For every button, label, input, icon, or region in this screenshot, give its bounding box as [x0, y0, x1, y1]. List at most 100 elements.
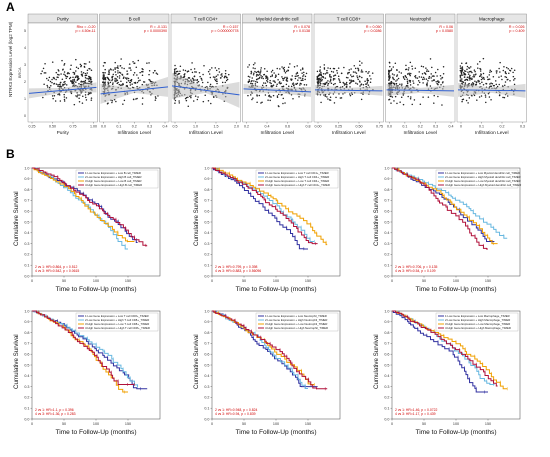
scatter-point: [57, 76, 59, 79]
x-axis-label: Time to Follow-Up (months): [415, 429, 496, 436]
scatter-point: [130, 80, 133, 82]
scatter-point: [495, 83, 498, 86]
scatter-point: [121, 73, 123, 76]
scatter-point: [250, 72, 252, 75]
scatter-point: [434, 71, 437, 74]
scatter-point: [73, 80, 75, 82]
scatter-point: [63, 73, 65, 75]
scatter-point: [485, 101, 487, 104]
scatter-point: [129, 81, 132, 84]
scatter-point: [389, 95, 392, 98]
scatter-point: [320, 71, 322, 74]
scatter-point: [193, 75, 196, 77]
scatter-point: [353, 64, 356, 67]
scatter-point: [191, 62, 193, 64]
stat-label: R = 0.078: [294, 25, 310, 29]
scatter-point: [120, 80, 122, 82]
scatter-point: [65, 97, 68, 99]
x-tick-label: 0.3: [520, 125, 525, 129]
scatter-point: [495, 70, 498, 72]
scatter-point: [316, 81, 319, 84]
scatter-point: [279, 68, 281, 70]
scatter-point: [87, 78, 90, 80]
y-tick-label: 0.3: [204, 242, 209, 246]
scatter-point: [316, 76, 319, 78]
scatter-point: [395, 80, 397, 82]
km-plot-1: 0.0 0.1 0.2 0.3 0.4 0.5 0.6 0.7 0.8 0.9 1.0 0 50 100 1…: [13, 166, 161, 293]
x-tick-label: 0: [211, 279, 213, 283]
x-tick-label: 50: [62, 279, 66, 283]
x-axis-label: Purity: [57, 130, 70, 136]
scatter-point: [332, 77, 335, 80]
scatter-point: [194, 95, 197, 97]
scatter-point: [431, 75, 434, 77]
scatter-point: [282, 79, 285, 81]
scatter-point: [63, 100, 66, 102]
scatter-point: [358, 60, 361, 62]
scatter-point: [149, 80, 152, 83]
scatter-point: [442, 72, 445, 75]
scatter-point: [126, 85, 129, 88]
scatter-point: [422, 76, 425, 79]
scatter-point: [437, 95, 439, 98]
scatter-point: [459, 79, 462, 81]
scatter-point: [114, 77, 116, 80]
scatter-point: [430, 77, 432, 79]
scatter-point: [484, 94, 487, 96]
scatter-point: [506, 79, 508, 81]
scatter-point: [106, 76, 108, 79]
scatter-point: [392, 82, 395, 84]
scatter-point: [360, 83, 362, 86]
scatter-point: [263, 73, 266, 76]
scatter-point: [368, 71, 370, 73]
scatter-point: [111, 100, 114, 102]
scatter-point: [65, 77, 67, 79]
scatter-point: [471, 94, 473, 97]
scatter-point: [326, 72, 329, 74]
scatter-point: [354, 67, 357, 70]
scatter-point: [102, 82, 105, 84]
scatter-point: [390, 80, 393, 83]
scatter-point: [185, 99, 188, 102]
scatter-point: [480, 73, 482, 75]
scatter-point: [63, 96, 66, 98]
scatter-point: [258, 94, 261, 97]
scatter-point: [426, 70, 428, 73]
scatter-point: [412, 80, 414, 82]
scatter-point: [194, 71, 196, 73]
y-tick-label: 0.4: [204, 374, 209, 378]
scatter-point: [286, 80, 289, 82]
scatter-point: [437, 83, 439, 86]
scatter-point: [202, 73, 204, 76]
y-tick-label: 0.1: [384, 407, 389, 411]
scatter-point: [345, 83, 347, 85]
scatter-point: [114, 71, 117, 73]
scatter-point: [343, 84, 346, 86]
x-tick-label: 0.00: [315, 125, 322, 129]
scatter-point: [70, 80, 72, 82]
x-tick-label: 0.8: [306, 125, 311, 129]
scatter-point: [72, 81, 75, 84]
x-axis-label: Infiltration Level: [189, 130, 223, 136]
scatter-point: [459, 77, 462, 79]
scatter-point: [223, 76, 226, 79]
scatter-point: [329, 79, 332, 82]
scatter-point: [390, 69, 392, 72]
scatter-point: [475, 83, 478, 86]
x-axis-label: Infiltration Level: [117, 130, 151, 136]
scatter-point: [57, 93, 59, 96]
stat-label: p = 0.409: [509, 29, 524, 33]
scatter-point: [216, 82, 218, 85]
strip-title: Macrophage: [479, 16, 505, 21]
scatter-point: [419, 103, 422, 105]
scatter-point: [78, 82, 80, 85]
x-axis-label: Infiltration Level: [475, 130, 509, 136]
scatter-point: [431, 66, 433, 69]
scatter-point: [154, 99, 157, 101]
scatter-point: [437, 80, 439, 82]
scatter-point: [155, 97, 157, 99]
panel-a-side-label: BRCA: [18, 67, 22, 78]
scatter-point: [155, 72, 158, 74]
y-tick-label: 1.0: [204, 309, 209, 313]
